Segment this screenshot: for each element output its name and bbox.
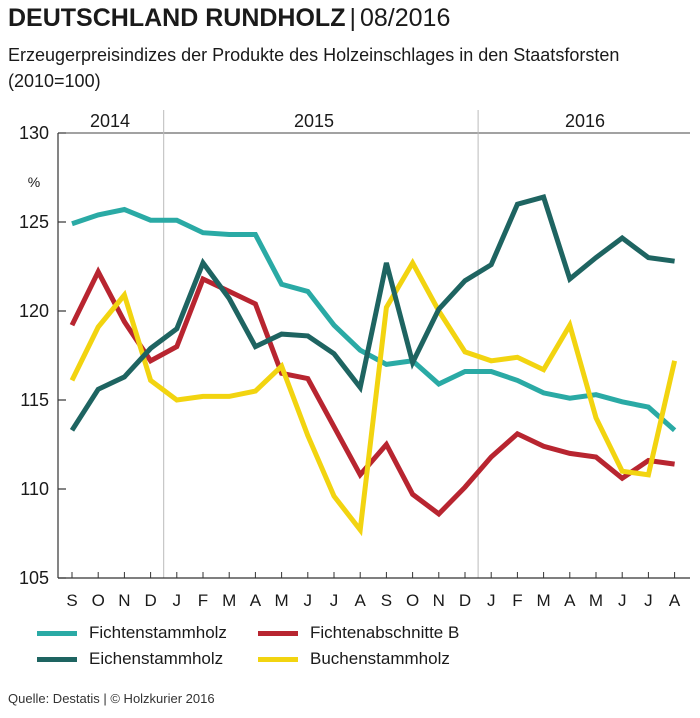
year-label-2014: 2014 [90, 111, 130, 131]
y-unit-label: % [28, 174, 40, 190]
x-tick-label-19: A [564, 591, 576, 610]
x-tick-label-20: M [589, 591, 603, 610]
x-tick-label-13: O [406, 591, 419, 610]
legend-item-fichtenabschnitte-b: Fichtenabschnitte B [258, 620, 459, 646]
legend-item-fichtenstammholz: Fichtenstammholz [37, 620, 227, 646]
legend-swatch-buchenstammholz [258, 656, 298, 662]
legend-label-fichtenstammholz: Fichtenstammholz [89, 623, 227, 642]
x-tick-label-8: M [275, 591, 289, 610]
title-main: DEUTSCHLAND RUNDHOLZ [8, 4, 346, 32]
y-tick-label-130: 130 [19, 123, 49, 143]
x-tick-label-18: M [537, 591, 551, 610]
legend-label-eichenstammholz: Eichenstammholz [89, 649, 224, 668]
series-line-fichtenstammholz [71, 206, 677, 433]
x-tick-label-17: F [512, 591, 522, 610]
x-tick-label-5: F [198, 591, 208, 610]
legend: Fichtenstammholz Fichtenabschnitte B Eic… [0, 618, 700, 674]
year-label-2016: 2016 [565, 111, 605, 131]
x-tick-label-0: S [66, 591, 77, 610]
chart-subtitle: Erzeugerpreisindizes der Produkte des Ho… [8, 45, 620, 91]
series-line-buchenstammholz [69, 257, 678, 537]
y-tick-label-105: 105 [19, 568, 49, 588]
x-tick-label-6: M [222, 591, 236, 610]
legend-swatch-fichtenstammholz [37, 630, 77, 636]
x-tick-label-23: A [669, 591, 681, 610]
x-tick-label-7: A [250, 591, 262, 610]
legend-swatch-fichtenabschnitte-b [258, 630, 298, 636]
x-tick-label-16: J [487, 591, 496, 610]
source-note: Quelle: Destatis | © Holzkurier 2016 [8, 691, 215, 706]
y-tick-label-115: 115 [20, 390, 49, 410]
y-tick-label-120: 120 [19, 301, 49, 321]
y-tick-label-110: 110 [20, 479, 49, 499]
x-tick-label-4: J [173, 591, 182, 610]
legend-label-buchenstammholz: Buchenstammholz [310, 649, 450, 668]
y-tick-label-125: 125 [19, 212, 49, 232]
title-separator: | [349, 4, 356, 32]
year-label-2015: 2015 [294, 111, 334, 131]
x-tick-label-15: D [459, 591, 471, 610]
title-date: 08/2016 [359, 4, 451, 32]
x-tick-label-21: J [618, 591, 627, 610]
x-tick-label-9: J [304, 591, 313, 610]
legend-swatch-eichenstammholz [37, 656, 77, 662]
x-tick-label-2: N [118, 591, 130, 610]
x-tick-label-10: J [330, 591, 339, 610]
series-line-eichenstammholz [69, 194, 675, 432]
x-tick-label-14: N [433, 591, 445, 610]
x-tick-label-22: J [644, 591, 653, 610]
legend-label-fichtenabschnitte-b: Fichtenabschnitte B [310, 623, 460, 642]
series-line-fichtenabschnitte-b [69, 266, 675, 518]
legend-item-eichenstammholz: Eichenstammholz [37, 646, 223, 672]
chart-title: DEUTSCHLAND RUNDHOLZ | 08/2016 [8, 4, 450, 33]
x-tick-label-11: A [355, 591, 367, 610]
x-tick-label-12: S [381, 591, 392, 610]
x-tick-label-3: D [144, 591, 156, 610]
x-tick-label-1: O [92, 591, 105, 610]
legend-item-buchenstammholz: Buchenstammholz [258, 646, 450, 672]
